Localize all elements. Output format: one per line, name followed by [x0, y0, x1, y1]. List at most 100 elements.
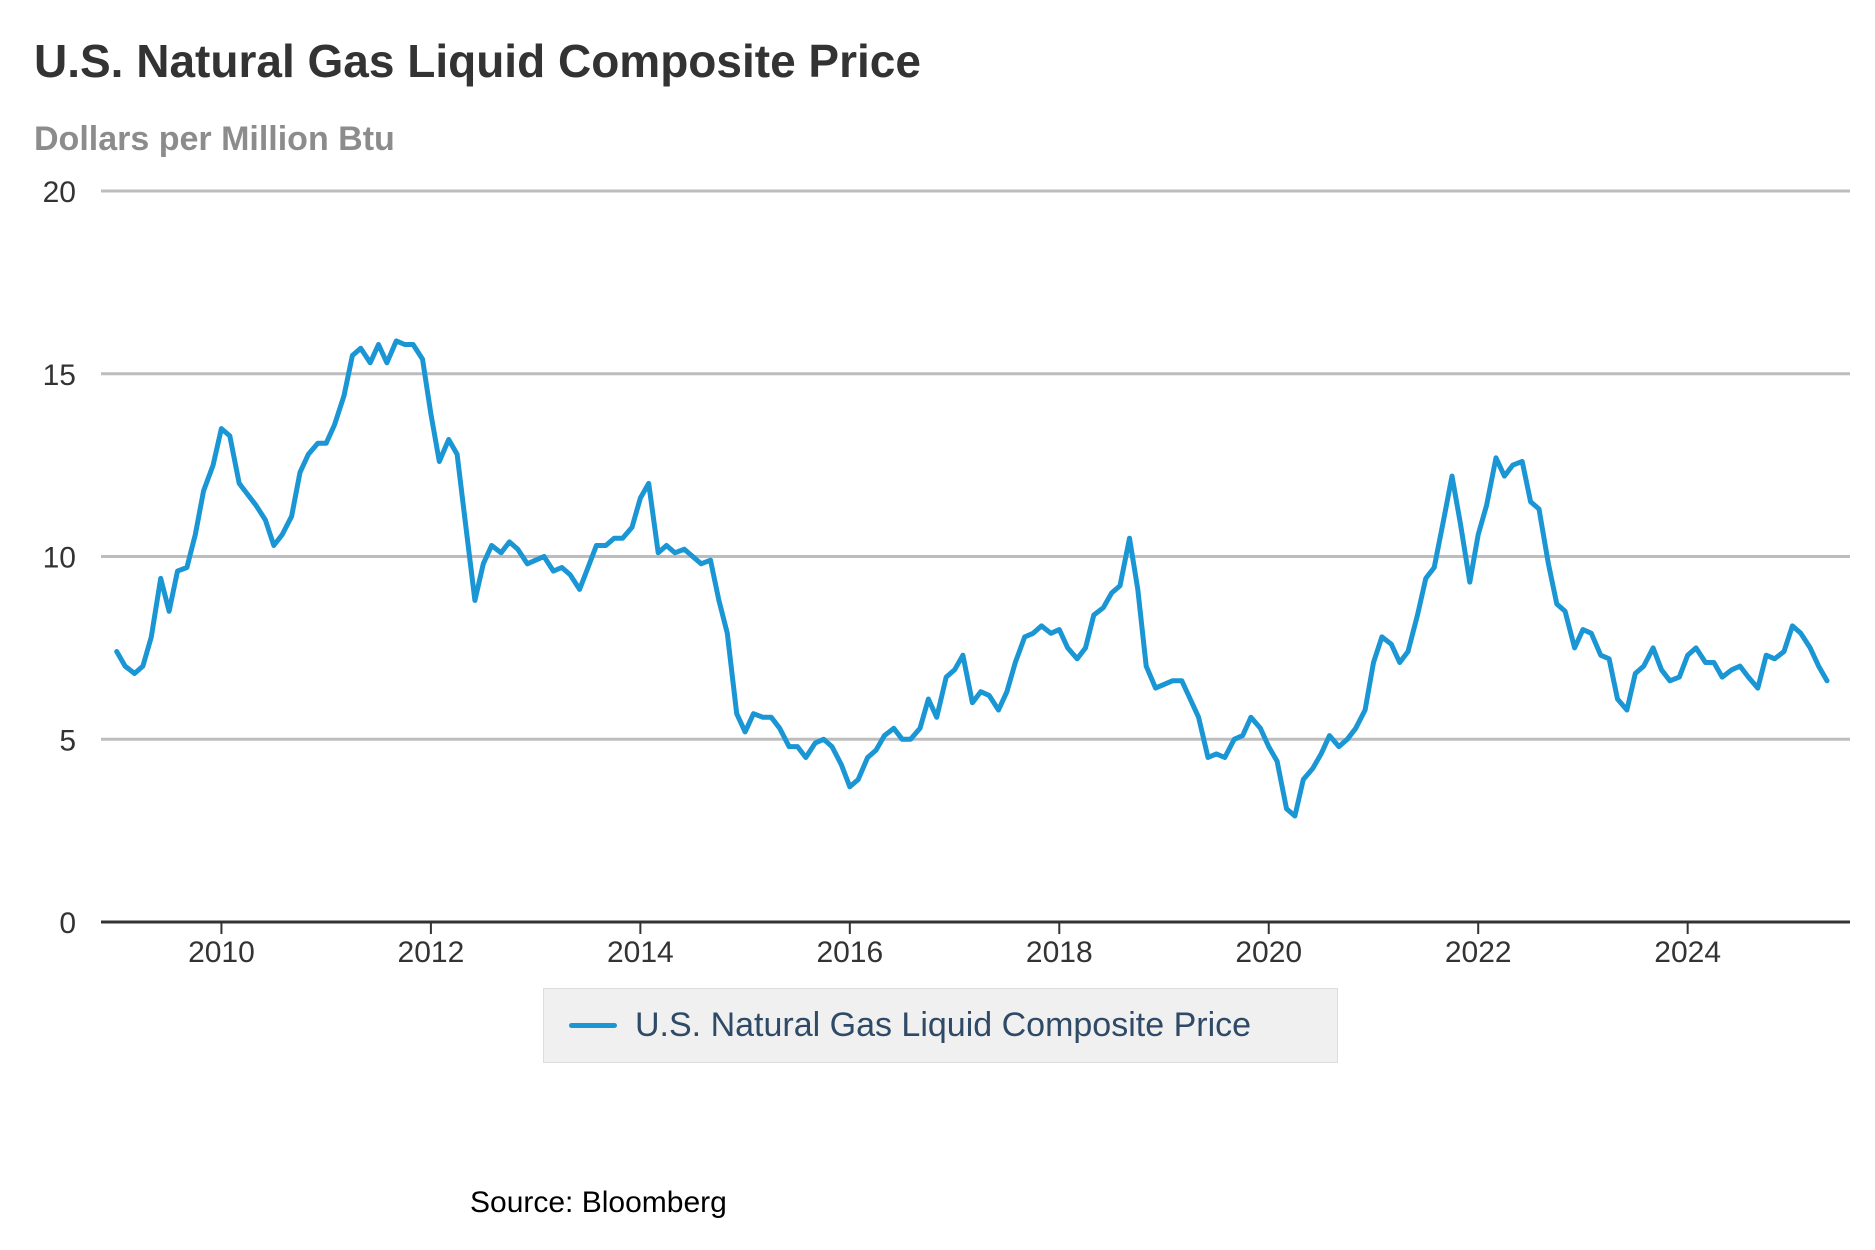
data-point[interactable] [847, 784, 852, 789]
data-point[interactable] [1188, 696, 1193, 702]
data-point[interactable] [1572, 645, 1577, 651]
data-point[interactable] [541, 554, 547, 559]
data-point[interactable] [559, 565, 564, 570]
data-point[interactable] [350, 353, 355, 358]
data-point[interactable] [1371, 660, 1376, 665]
data-point[interactable] [1764, 653, 1769, 658]
data-point[interactable] [193, 532, 198, 537]
data-point[interactable] [1030, 631, 1036, 636]
data-point[interactable] [1536, 506, 1542, 512]
data-point[interactable] [1441, 517, 1446, 523]
data-point[interactable] [245, 492, 250, 497]
data-point[interactable] [1336, 744, 1342, 749]
data-point[interactable] [682, 547, 687, 552]
data-point[interactable] [839, 762, 844, 767]
data-point[interactable] [1292, 813, 1298, 819]
data-point[interactable] [672, 550, 678, 555]
data-point[interactable] [1502, 473, 1507, 479]
data-point[interactable] [481, 561, 486, 566]
data-point[interactable] [1589, 631, 1594, 636]
data-point[interactable] [1772, 656, 1777, 661]
data-point[interactable] [1598, 653, 1603, 658]
data-point[interactable] [454, 452, 460, 457]
data-point[interactable] [1755, 685, 1761, 691]
data-point[interactable] [1667, 678, 1673, 683]
data-point[interactable] [664, 543, 669, 548]
data-point[interactable] [533, 558, 538, 563]
data-point[interactable] [1467, 579, 1473, 585]
data-point[interactable] [1179, 678, 1185, 683]
data-point[interactable] [1074, 656, 1080, 661]
data-point[interactable] [140, 663, 146, 669]
data-point[interactable] [1781, 649, 1787, 654]
data-point[interactable] [1624, 707, 1630, 713]
data-point[interactable] [795, 744, 800, 749]
data-point[interactable] [934, 715, 939, 720]
data-point[interactable] [166, 609, 172, 614]
data-point[interactable] [926, 696, 931, 702]
data-point[interactable] [1083, 645, 1088, 651]
data-point[interactable] [769, 715, 774, 720]
data-point[interactable] [1117, 583, 1123, 588]
data-point[interactable] [1345, 737, 1350, 742]
data-point[interactable] [420, 356, 425, 362]
data-point[interactable] [986, 693, 992, 698]
data-point[interactable] [1144, 663, 1149, 669]
data-point[interactable] [1520, 459, 1525, 464]
data-point[interactable] [368, 360, 373, 365]
data-point[interactable] [263, 517, 268, 523]
data-point[interactable] [725, 631, 730, 636]
data-point[interactable] [1562, 609, 1568, 614]
data-point[interactable] [114, 649, 119, 654]
data-point[interactable] [952, 667, 957, 672]
data-point[interactable] [1720, 674, 1725, 680]
data-point[interactable] [908, 737, 913, 742]
series-line[interactable] [114, 338, 1830, 819]
data-point[interactable] [358, 346, 363, 351]
data-point[interactable] [1240, 733, 1245, 738]
data-point[interactable] [446, 437, 451, 442]
data-point[interactable] [1310, 766, 1315, 771]
data-point[interactable] [1318, 751, 1324, 757]
data-point[interactable] [978, 689, 983, 694]
data-point[interactable] [917, 726, 923, 731]
data-point[interactable] [813, 740, 818, 746]
data-point[interactable] [227, 433, 232, 439]
data-point[interactable] [1554, 601, 1560, 607]
data-point[interactable] [716, 598, 722, 603]
data-point[interactable] [341, 393, 347, 398]
data-point[interactable] [856, 777, 861, 782]
data-point[interactable] [873, 748, 879, 753]
data-point[interactable] [1379, 634, 1385, 640]
data-point[interactable] [1153, 685, 1158, 691]
data-point[interactable] [219, 426, 224, 431]
data-point[interactable] [1484, 503, 1489, 508]
data-point[interactable] [585, 565, 591, 570]
data-point[interactable] [132, 671, 137, 676]
data-point[interactable] [1510, 462, 1516, 468]
data-point[interactable] [210, 462, 216, 468]
data-point[interactable] [1458, 521, 1463, 526]
data-point[interactable] [1389, 642, 1394, 647]
data-point[interactable] [324, 441, 329, 446]
data-point[interactable] [306, 452, 311, 457]
data-point[interactable] [1580, 627, 1586, 632]
data-point[interactable] [960, 653, 966, 658]
data-point[interactable] [1205, 755, 1211, 760]
data-point[interactable] [1397, 660, 1402, 665]
data-point[interactable] [1091, 612, 1097, 618]
data-point[interactable] [646, 481, 651, 486]
data-point[interactable] [1065, 645, 1070, 651]
data-point[interactable] [603, 543, 608, 548]
data-point[interactable] [1405, 649, 1411, 654]
data-point[interactable] [1824, 678, 1830, 683]
data-point[interactable] [489, 543, 494, 548]
data-point[interactable] [777, 726, 782, 731]
data-point[interactable] [1729, 667, 1734, 672]
data-point[interactable] [1248, 715, 1254, 720]
data-point[interactable] [1703, 660, 1708, 665]
data-point[interactable] [1615, 696, 1620, 702]
data-point[interactable] [525, 561, 530, 566]
data-point[interactable] [1641, 663, 1646, 669]
data-point[interactable] [1258, 726, 1263, 731]
